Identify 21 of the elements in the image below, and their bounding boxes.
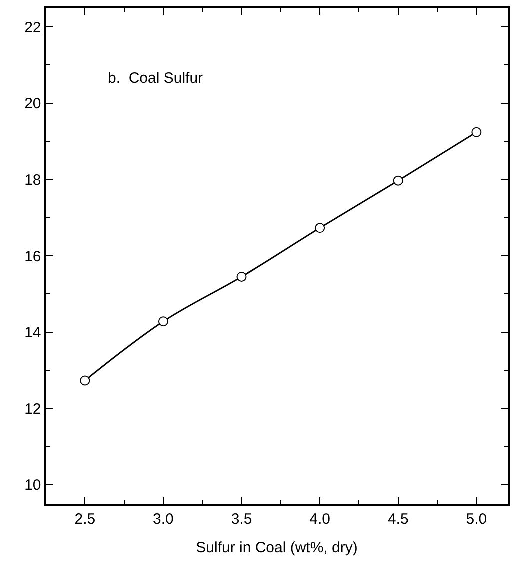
x-tick-label: 4.0 (310, 510, 330, 528)
x-tick-label: 2.5 (74, 510, 96, 528)
annotation: b. Coal Sulfur (108, 70, 204, 87)
y-tick-label: 18 (24, 172, 42, 189)
y-tick-label: 14 (24, 324, 42, 342)
x-tick-label: 4.5 (388, 510, 409, 528)
point (315, 223, 326, 234)
y-tick-label: 16 (24, 248, 42, 266)
point (393, 176, 404, 186)
y-tick-label: 12 (24, 400, 42, 418)
x-axis-title: Sulfur in Coal (wt%, dry) (196, 539, 358, 556)
point (236, 272, 247, 282)
y-tick-label: 10 (24, 477, 42, 494)
point (80, 376, 90, 386)
point (472, 127, 482, 138)
x-tick-label: 3.5 (231, 510, 252, 528)
x-tick-label: 3.0 (153, 510, 174, 528)
point (158, 316, 168, 327)
y-tick-label: 20 (24, 96, 42, 113)
x-tick-label: 5.0 (466, 510, 488, 528)
y-tick-label: 22 (24, 19, 42, 36)
